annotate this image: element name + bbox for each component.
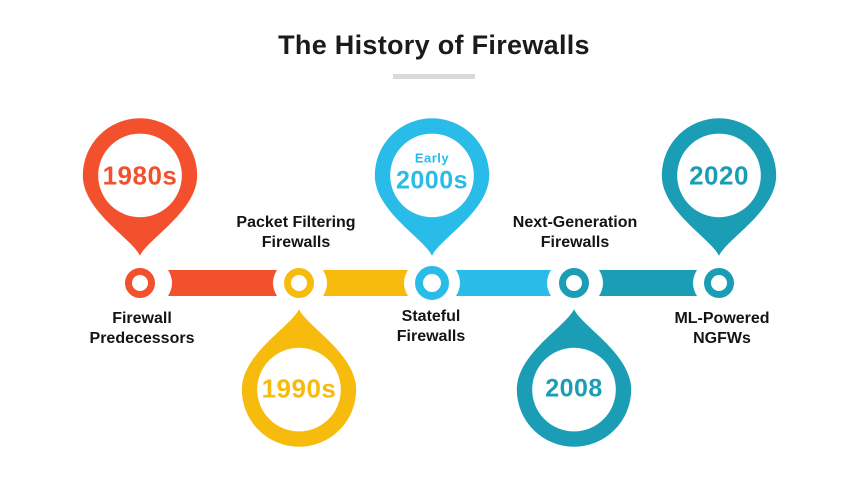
label-firewall-predecessors: Firewall Predecessors	[90, 309, 195, 349]
pin-1980s-shape	[82, 118, 198, 256]
timeline-segment-1	[168, 270, 277, 296]
label-ml-powered-ngfws: ML-Powered NGFWs	[674, 309, 769, 349]
timeline-node-1980s	[125, 268, 155, 298]
year-1980s-text: 1980s	[102, 160, 178, 191]
label-packet-filtering-firewalls: Packet Filtering Firewalls	[236, 213, 355, 253]
pin-2000s-shape	[374, 118, 490, 256]
year-2020: 2020	[689, 161, 749, 192]
label-line: NGFWs	[693, 330, 751, 347]
label-line: Firewalls	[396, 328, 466, 345]
label-line: Firewall	[112, 310, 172, 327]
label-line: Stateful	[401, 308, 461, 325]
year-2020-text: 2020	[689, 160, 749, 191]
pin-1990s	[230, 307, 368, 451]
year-2008-text: 2008	[545, 374, 603, 403]
year-2000s-prefix: Early	[414, 150, 450, 166]
pin-2020-hole	[677, 133, 761, 218]
label-line: Packet Filtering	[236, 214, 356, 231]
pin-2008-shape	[516, 309, 632, 447]
year-2000s: Early 2000s	[396, 151, 468, 196]
label-line: Next-Generation	[512, 214, 638, 231]
year-1990s-text: 1990s	[261, 373, 337, 404]
timeline-segment-3	[456, 270, 551, 296]
year-2000s-text: 2000s	[395, 166, 469, 195]
label-line: Firewalls	[261, 234, 331, 251]
pin-2008	[505, 307, 643, 451]
pin-2020-shape	[661, 118, 777, 256]
pin-1980s-hole	[98, 133, 182, 218]
timeline-node-1990s	[284, 268, 314, 298]
year-2008: 2008	[545, 375, 603, 404]
page-title: The History of Firewalls	[278, 30, 590, 60]
pin-2008-hole	[532, 347, 616, 432]
year-1990s: 1990s	[262, 374, 337, 405]
label-line: ML-Powered	[674, 310, 770, 327]
label-line: Predecessors	[89, 330, 195, 347]
pin-1980s	[71, 114, 209, 258]
title-underline	[393, 74, 475, 79]
timeline-node-2008	[559, 268, 589, 298]
timeline-node-2020	[704, 268, 734, 298]
timeline-segment-2	[323, 270, 408, 296]
label-line: Firewalls	[540, 234, 610, 251]
pin-2020	[650, 114, 788, 258]
pin-1990s-shape	[241, 309, 357, 447]
timeline-segment-4	[599, 270, 697, 296]
timeline-node-2000s	[415, 266, 449, 300]
pin-2000s	[363, 114, 501, 258]
pin-2000s-hole	[390, 133, 474, 218]
label-stateful-firewalls: Stateful Firewalls	[397, 307, 465, 347]
label-next-generation-firewalls: Next-Generation Firewalls	[513, 213, 637, 253]
year-1980s: 1980s	[103, 161, 178, 192]
pin-1990s-hole	[257, 347, 341, 432]
